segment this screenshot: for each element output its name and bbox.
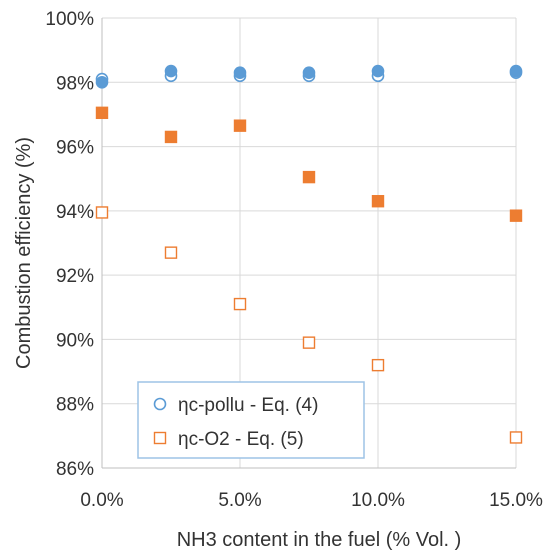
data-point-square-open: [509, 431, 523, 444]
data-point-square-filled: [233, 119, 247, 132]
x-tick-label: 5.0%: [218, 490, 261, 511]
y-tick-label: 92%: [56, 266, 94, 287]
legend-label: ηc-O2 - Eq. (5): [178, 429, 304, 450]
y-tick-label: 94%: [56, 202, 94, 223]
data-point-circle-filled: [509, 64, 523, 78]
data-point-square-filled: [164, 130, 178, 144]
data-point-square-open: [164, 246, 178, 259]
x-axis-label: NH3 content in the fuel (% Vol. ): [177, 529, 462, 551]
data-point-square-open: [233, 297, 247, 311]
legend: ηc-pollu - Eq. (4) ηc-O2 - Eq. (5): [137, 381, 365, 459]
y-tick-label: 86%: [56, 459, 94, 480]
data-point-circle-filled: [164, 64, 178, 78]
legend-box: [137, 381, 365, 459]
data-point-circle-filled: [302, 66, 316, 79]
x-tick-label: 10.0%: [351, 490, 405, 511]
y-tick-label: 88%: [56, 395, 94, 416]
legend-marker: [153, 397, 167, 411]
y-tick-label: 90%: [56, 330, 94, 351]
data-point-square-filled: [371, 195, 385, 208]
y-tick-label: 96%: [56, 138, 94, 159]
y-tick-label: 100%: [45, 9, 94, 30]
x-tick-label: 0.0%: [80, 490, 123, 511]
data-point-square-open: [302, 336, 316, 349]
data-point-circle-filled: [371, 64, 385, 78]
legend-marker: [153, 431, 167, 445]
data-point-square-filled: [509, 209, 523, 222]
legend-label: ηc-pollu - Eq. (4): [178, 395, 318, 416]
data-point-circle-filled: [95, 75, 109, 89]
data-point-square-filled: [302, 170, 316, 184]
x-tick-label: 15.0%: [489, 490, 543, 511]
y-tick-label: 98%: [56, 73, 94, 94]
data-point-square-filled: [95, 106, 109, 120]
axes: 86% 88% 90% 92% 94% 96% 98% 100% 0.0% 5.0% 10.0% 15…: [45, 9, 543, 511]
data-point-square-open: [371, 358, 385, 372]
y-axis-label: Combustion efficiency (%): [13, 137, 35, 369]
data-points: [95, 64, 523, 444]
data-point-square-open: [95, 206, 109, 219]
data-point-circle-filled: [233, 66, 247, 79]
